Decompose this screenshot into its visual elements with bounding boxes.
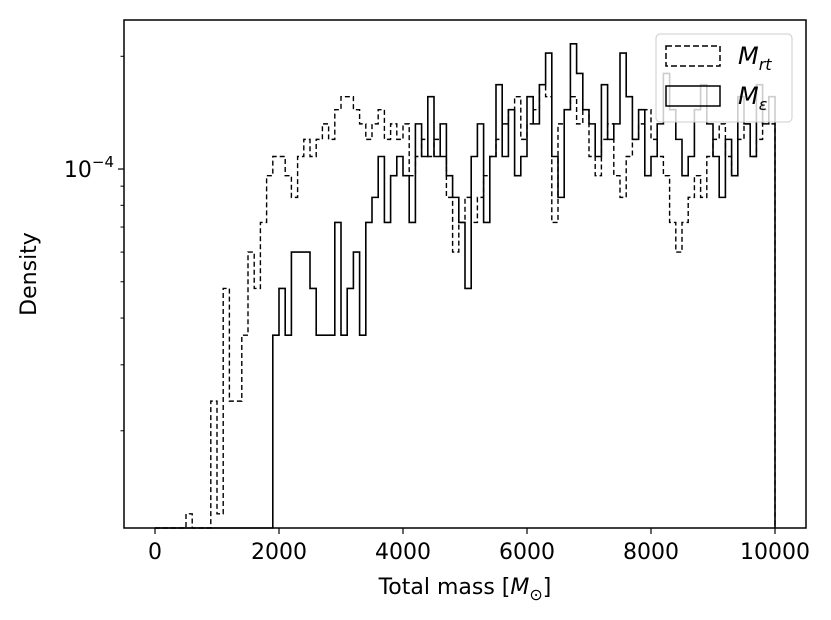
legend-label-mrt: Mrt [738,42,772,74]
y-axis-ticks: 10−4 [64,55,124,432]
x-axis-ticks: 0 2000 4000 6000 8000 10000 [148,528,810,565]
series-meps-step [155,42,776,529]
y-axis-label: Density [17,232,42,316]
x-tick-label: 10000 [740,540,810,565]
series-mrt-step [155,83,776,529]
plot-frame [123,19,807,529]
x-tick-label: 4000 [375,540,431,565]
y-tick-label: 10−4 [64,153,114,183]
legend-swatch-meps [665,85,721,107]
legend-label-meps: Mε [738,82,768,114]
x-tick-label: 6000 [499,540,555,565]
x-tick-label: 8000 [623,540,679,565]
x-tick-label: 0 [148,540,162,565]
legend: Mrt Mε [655,33,793,123]
x-tick-label: 2000 [251,540,307,565]
legend-box [655,33,793,123]
series-layer [155,42,776,529]
x-axis-label: Total mass [M⊙] [378,575,552,604]
legend-swatch-mrt [665,45,721,67]
